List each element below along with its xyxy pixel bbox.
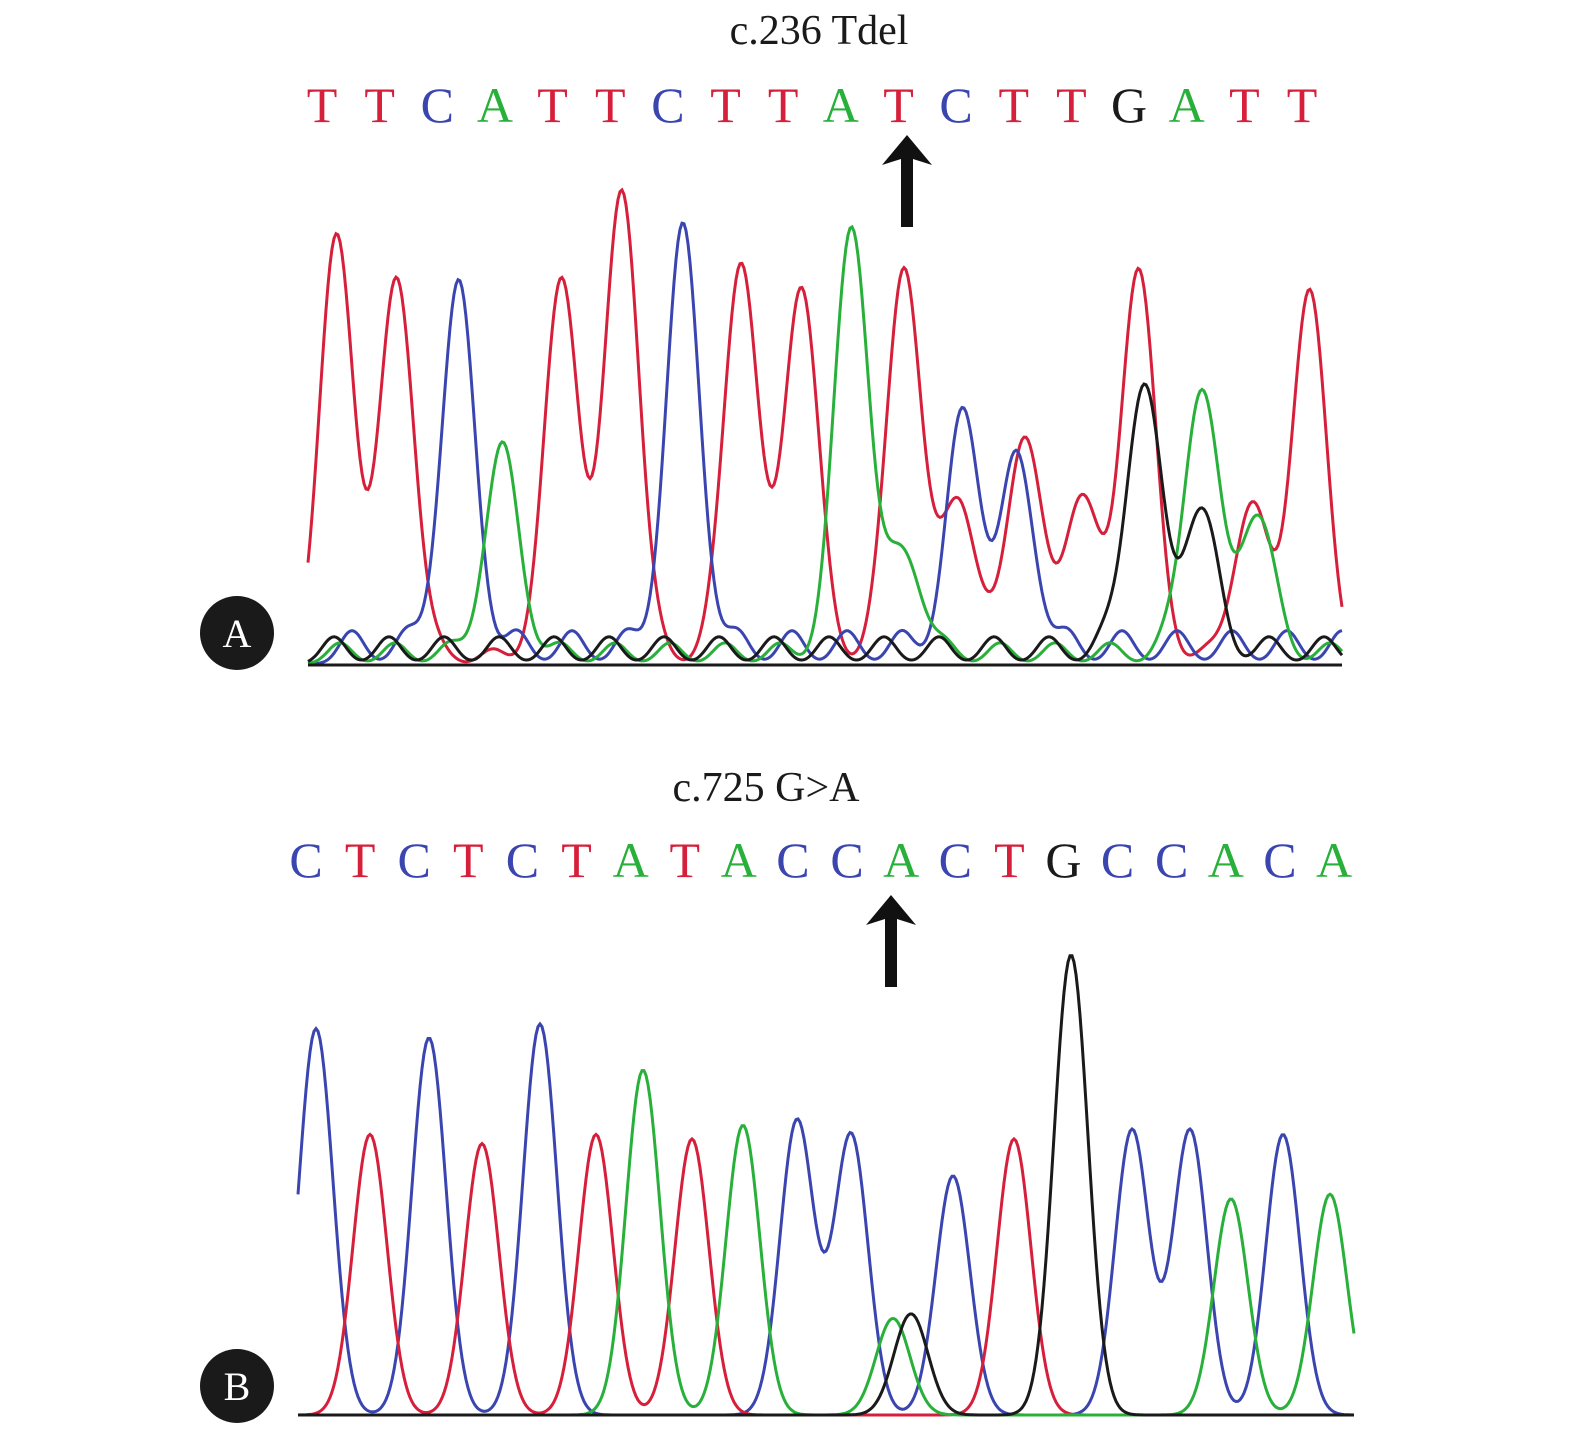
base-letter: T xyxy=(1229,77,1260,133)
chromatogram-trace xyxy=(306,187,1344,667)
up-arrow-icon xyxy=(866,895,916,987)
base-letter: C xyxy=(939,77,973,133)
trace-A xyxy=(307,224,1344,665)
trace-C xyxy=(296,1021,1355,1417)
base-letter: T xyxy=(306,77,338,133)
base-letter: T xyxy=(998,77,1030,133)
base-letter: C xyxy=(1263,832,1297,888)
base-letter: C xyxy=(776,832,810,888)
base-letter: T xyxy=(594,77,626,133)
base-letter: T xyxy=(364,77,395,133)
base-letter: C xyxy=(289,832,323,888)
base-letter: C xyxy=(938,832,972,888)
panel-label-badge: B xyxy=(200,1349,274,1423)
up-arrow-icon xyxy=(882,135,932,227)
base-letter: A xyxy=(883,832,920,888)
base-letter: T xyxy=(1056,77,1087,133)
trace-A xyxy=(298,1069,1356,1417)
base-letter: A xyxy=(720,832,757,888)
base-letter: T xyxy=(344,832,376,888)
base-letter: A xyxy=(822,77,859,133)
base-letter: A xyxy=(1168,77,1205,133)
base-letter: T xyxy=(767,77,799,133)
base-letter: C xyxy=(651,77,685,133)
base-letter: G xyxy=(1045,832,1082,888)
base-letter: C xyxy=(830,832,864,888)
trace-C xyxy=(307,221,1343,666)
mutation-title: c.236 Tdel xyxy=(729,8,909,54)
base-letter: C xyxy=(1100,832,1135,888)
base-letter: C xyxy=(397,832,431,888)
base-letter: T xyxy=(669,832,700,888)
trace-T xyxy=(297,1132,1354,1417)
base-letter: A xyxy=(1207,832,1244,888)
chromatogram-trace xyxy=(296,954,1356,1417)
base-letter: T xyxy=(453,832,484,888)
base-letter: C xyxy=(505,832,540,888)
base-letter: T xyxy=(994,832,1025,888)
base-letter: T xyxy=(537,77,568,133)
base-letter: C xyxy=(420,77,454,133)
base-letter: T xyxy=(883,77,914,133)
mutation-title: c.725 G>A xyxy=(672,765,860,811)
base-letter: A xyxy=(612,832,649,888)
panel-label-badge: A xyxy=(200,596,274,670)
base-letter: A xyxy=(476,77,513,133)
trace-G xyxy=(307,382,1344,663)
trace-G xyxy=(298,954,1354,1417)
base-letter: T xyxy=(1286,77,1318,133)
trace-T xyxy=(306,187,1344,664)
base-letter: T xyxy=(710,77,741,133)
base-letter: A xyxy=(1315,832,1353,888)
base-letter: T xyxy=(561,832,592,888)
base-letter: C xyxy=(1154,832,1189,888)
base-letter: G xyxy=(1110,77,1148,133)
